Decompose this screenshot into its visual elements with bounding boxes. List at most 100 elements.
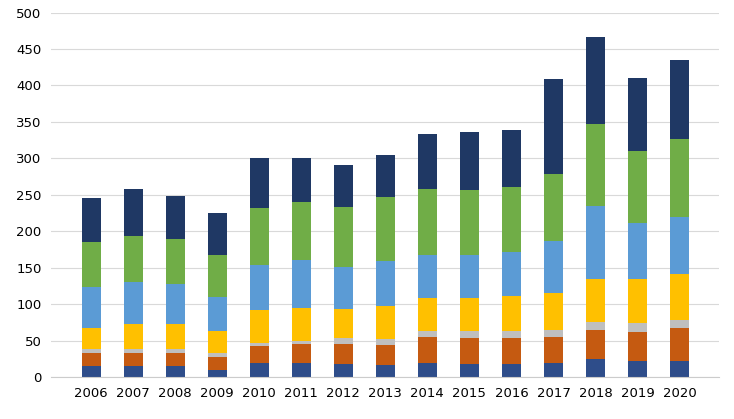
Bar bbox=[460, 191, 479, 255]
Bar bbox=[81, 287, 101, 328]
Bar bbox=[544, 241, 563, 293]
Bar bbox=[670, 217, 689, 274]
Bar bbox=[334, 309, 353, 339]
Bar bbox=[81, 349, 101, 353]
Bar bbox=[334, 165, 353, 207]
Bar bbox=[124, 349, 142, 353]
Bar bbox=[166, 238, 185, 284]
Bar bbox=[586, 330, 605, 359]
Bar bbox=[376, 197, 395, 261]
Bar bbox=[418, 331, 437, 337]
Bar bbox=[376, 261, 395, 306]
Bar bbox=[418, 255, 437, 298]
Bar bbox=[544, 362, 563, 377]
Bar bbox=[166, 349, 185, 353]
Bar bbox=[670, 274, 689, 320]
Bar bbox=[208, 297, 227, 331]
Bar bbox=[670, 361, 689, 377]
Bar bbox=[250, 343, 269, 347]
Bar bbox=[502, 331, 521, 339]
Bar bbox=[124, 353, 142, 366]
Bar bbox=[502, 187, 521, 252]
Bar bbox=[81, 353, 101, 366]
Bar bbox=[502, 296, 521, 331]
Bar bbox=[292, 341, 310, 344]
Bar bbox=[292, 202, 310, 261]
Bar bbox=[81, 328, 101, 349]
Bar bbox=[124, 189, 142, 236]
Bar bbox=[628, 332, 647, 361]
Bar bbox=[670, 320, 689, 328]
Bar bbox=[376, 345, 395, 365]
Bar bbox=[208, 331, 227, 353]
Bar bbox=[628, 151, 647, 222]
Bar bbox=[124, 366, 142, 377]
Bar bbox=[460, 339, 479, 364]
Bar bbox=[124, 282, 142, 324]
Bar bbox=[418, 189, 437, 255]
Bar bbox=[376, 339, 395, 345]
Bar bbox=[502, 339, 521, 364]
Bar bbox=[376, 306, 395, 339]
Bar bbox=[586, 279, 605, 323]
Bar bbox=[460, 331, 479, 339]
Bar bbox=[628, 222, 647, 279]
Bar bbox=[292, 308, 310, 341]
Bar bbox=[250, 208, 269, 265]
Bar bbox=[81, 366, 101, 377]
Bar bbox=[586, 359, 605, 377]
Bar bbox=[166, 196, 185, 238]
Bar bbox=[460, 132, 479, 191]
Bar bbox=[460, 298, 479, 331]
Bar bbox=[418, 134, 437, 189]
Bar bbox=[250, 265, 269, 310]
Bar bbox=[628, 78, 647, 151]
Bar bbox=[502, 252, 521, 296]
Bar bbox=[502, 364, 521, 377]
Bar bbox=[418, 362, 437, 377]
Bar bbox=[292, 261, 310, 308]
Bar bbox=[166, 353, 185, 366]
Bar bbox=[124, 324, 142, 349]
Bar bbox=[334, 344, 353, 364]
Bar bbox=[544, 293, 563, 330]
Bar bbox=[334, 207, 353, 267]
Bar bbox=[586, 323, 605, 330]
Bar bbox=[544, 337, 563, 362]
Bar bbox=[292, 158, 310, 202]
Bar bbox=[628, 323, 647, 332]
Bar bbox=[460, 364, 479, 377]
Bar bbox=[208, 353, 227, 357]
Bar bbox=[81, 199, 101, 242]
Bar bbox=[166, 324, 185, 349]
Bar bbox=[250, 310, 269, 343]
Bar bbox=[376, 155, 395, 197]
Bar bbox=[250, 362, 269, 377]
Bar bbox=[670, 60, 689, 139]
Bar bbox=[292, 344, 310, 362]
Bar bbox=[544, 174, 563, 241]
Bar bbox=[250, 347, 269, 362]
Bar bbox=[334, 364, 353, 377]
Bar bbox=[586, 206, 605, 279]
Bar bbox=[166, 284, 185, 324]
Bar bbox=[544, 79, 563, 174]
Bar bbox=[670, 139, 689, 217]
Bar bbox=[208, 370, 227, 377]
Bar bbox=[628, 361, 647, 377]
Bar bbox=[334, 339, 353, 344]
Bar bbox=[628, 279, 647, 323]
Bar bbox=[166, 366, 185, 377]
Bar bbox=[460, 255, 479, 298]
Bar bbox=[250, 158, 269, 208]
Bar bbox=[544, 330, 563, 337]
Bar bbox=[670, 328, 689, 361]
Bar bbox=[208, 357, 227, 370]
Bar bbox=[208, 213, 227, 255]
Bar bbox=[292, 362, 310, 377]
Bar bbox=[418, 298, 437, 331]
Bar bbox=[502, 130, 521, 187]
Bar bbox=[208, 255, 227, 297]
Bar bbox=[124, 236, 142, 282]
Bar bbox=[586, 36, 605, 124]
